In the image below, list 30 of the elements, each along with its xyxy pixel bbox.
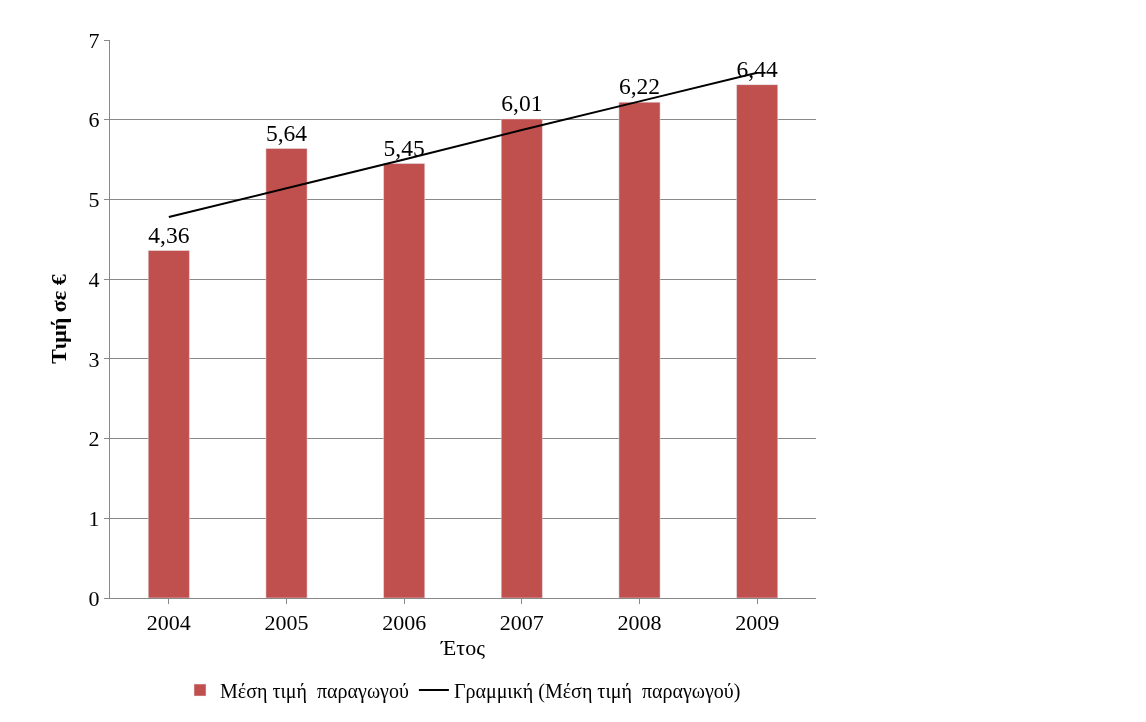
x-tick-label: 2009 xyxy=(735,610,780,636)
data-label: 6,01 xyxy=(501,90,543,117)
x-tick-label: 2005 xyxy=(264,610,309,636)
bar xyxy=(147,250,190,598)
y-axis-title: Τιμή σε € xyxy=(46,274,72,364)
bar xyxy=(265,148,308,598)
y-tick-label: 5 xyxy=(88,187,100,213)
bar xyxy=(500,118,543,598)
bar xyxy=(736,84,779,598)
y-tick-label: 1 xyxy=(88,505,100,531)
x-tick-label: 2004 xyxy=(146,610,191,636)
legend-label: Μέση τιμή παραγωγού xyxy=(220,679,409,703)
x-tick-label: 2007 xyxy=(499,610,544,636)
x-tick-label: 2006 xyxy=(382,610,427,636)
data-label: 6,44 xyxy=(736,55,778,82)
y-tick-label: 0 xyxy=(88,585,100,611)
y-tick-label: 6 xyxy=(88,107,100,133)
data-label: 4,36 xyxy=(148,221,190,248)
x-tick-label: 2008 xyxy=(617,610,662,636)
x-axis-title: Έτος xyxy=(440,635,486,661)
bar xyxy=(383,163,426,598)
legend-label: Γραμμική (Μέση τιμή παραγωγού) xyxy=(453,679,741,703)
y-tick-label: 7 xyxy=(88,27,100,53)
y-tick-label: 3 xyxy=(88,346,100,372)
y-tick-label: 4 xyxy=(88,266,100,292)
data-label: 5,64 xyxy=(265,119,308,146)
bar xyxy=(618,101,661,598)
y-tick-label: 2 xyxy=(88,426,100,452)
data-label: 6,22 xyxy=(618,73,661,100)
data-label: 5,45 xyxy=(383,134,425,161)
